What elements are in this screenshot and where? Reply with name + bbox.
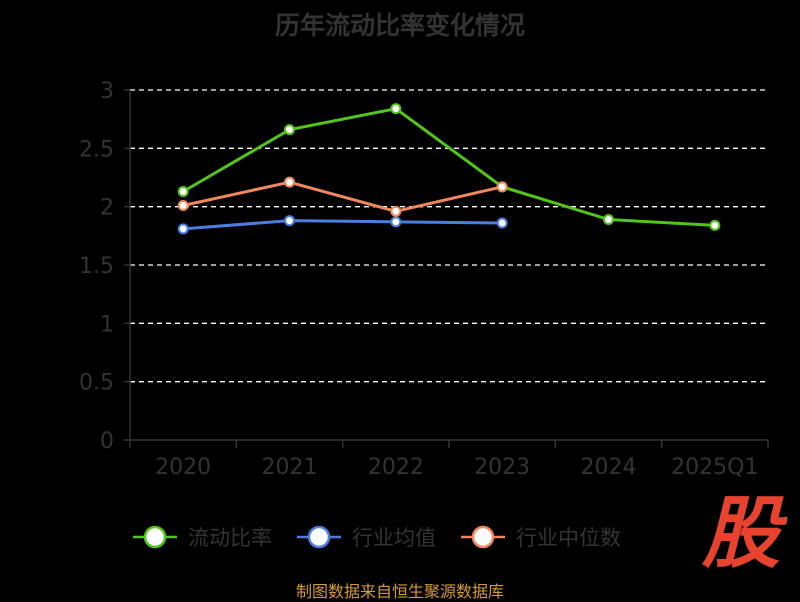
chart-title: 历年流动比率变化情况 <box>274 11 525 40</box>
y-tick-label: 1.5 <box>79 254 114 279</box>
data-point <box>390 205 402 217</box>
data-point <box>177 223 189 235</box>
watermark-logo: 股 <box>701 489 780 579</box>
legend-marker <box>143 525 167 549</box>
legend-label: 行业均值 <box>352 526 436 550</box>
data-point <box>496 217 508 229</box>
y-tick-label: 2.5 <box>79 137 114 162</box>
y-tick-label: 0 <box>100 429 114 454</box>
legend-symbol <box>297 525 341 549</box>
legend-label: 行业中位数 <box>516 526 621 550</box>
data-point <box>709 219 721 231</box>
legend-item[interactable]: 流动比率 <box>130 522 272 552</box>
series-line <box>182 180 503 213</box>
x-tick-label: 2025Q1 <box>671 455 758 480</box>
y-tick-label: 3 <box>100 79 114 104</box>
x-tick-label: 2023 <box>474 455 530 480</box>
legend-item[interactable]: 行业均值 <box>294 522 436 552</box>
y-tick-label: 2 <box>100 196 114 221</box>
data-point <box>390 216 402 228</box>
legend-item[interactable]: 行业中位数 <box>458 522 621 552</box>
legend-marker <box>307 525 331 549</box>
x-tick-label: 2021 <box>262 455 318 480</box>
data-point <box>390 103 402 115</box>
y-tick-label: 0.5 <box>79 371 114 396</box>
data-point <box>284 215 295 227</box>
data-point <box>284 124 295 136</box>
data-point <box>177 200 189 211</box>
legend: 流动比率 行业均值 行业中位数 <box>130 520 643 554</box>
data-point <box>603 214 614 225</box>
x-tick-label: 2022 <box>368 455 424 480</box>
data-point <box>177 186 189 197</box>
series-line <box>182 107 715 227</box>
source-note: 制图数据来自恒生聚源数据库 <box>295 582 504 601</box>
legend-symbol <box>461 525 505 549</box>
data-point <box>496 181 508 193</box>
legend-symbol <box>133 525 177 549</box>
legend-label: 流动比率 <box>188 526 272 550</box>
legend-marker <box>471 525 495 549</box>
series-line <box>183 219 503 231</box>
y-tick-label: 1 <box>100 312 114 337</box>
x-tick-label: 2020 <box>155 455 211 480</box>
data-point <box>284 176 295 188</box>
x-tick-label: 2024 <box>581 455 637 480</box>
